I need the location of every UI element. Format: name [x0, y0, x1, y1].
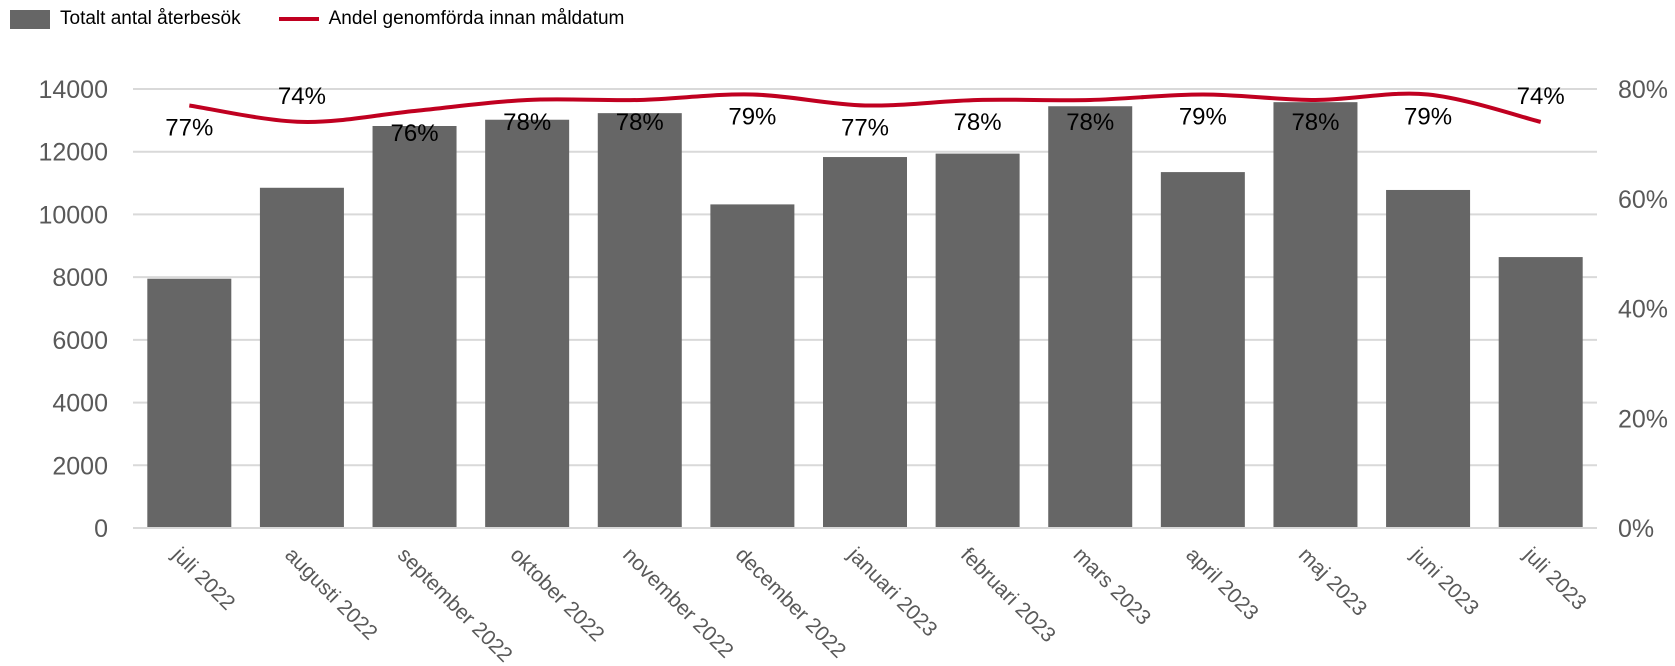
bar: [710, 204, 795, 528]
x-tick-label: juni 2023: [1406, 543, 1483, 620]
y-left-tick-label: 14000: [38, 76, 108, 104]
x-tick-label: april 2023: [1181, 543, 1262, 624]
x-tick-label: oktober 2022: [506, 543, 609, 646]
x-tick-label: mars 2023: [1069, 543, 1155, 629]
line-data-label: 78%: [1291, 109, 1339, 136]
y-right-tick-label: 60%: [1618, 186, 1668, 214]
line-series: [189, 91, 1542, 124]
x-tick-label: januari 2023: [843, 543, 942, 642]
bar: [147, 278, 232, 528]
bar: [1386, 189, 1471, 528]
y-left-tick-label: 0: [94, 515, 108, 543]
bar: [1273, 102, 1358, 529]
y-right-tick-label: 0%: [1618, 515, 1654, 543]
legend-item-bars: Totalt antal återbesök: [10, 8, 241, 30]
line-data-label: 77%: [165, 114, 213, 141]
line-data-label: 74%: [278, 83, 326, 110]
x-tick-label: december 2022: [731, 543, 850, 662]
bar: [259, 187, 344, 528]
bar: [1048, 106, 1133, 528]
legend-swatch-bars: [10, 9, 50, 29]
x-tick-label: februari 2023: [956, 543, 1060, 647]
x-tick-label: maj 2023: [1294, 543, 1371, 620]
y-left-tick-label: 4000: [52, 390, 108, 418]
line-data-label: 79%: [1179, 103, 1227, 130]
y-right-tick-label: 80%: [1618, 76, 1668, 104]
y-right-tick-label: 40%: [1618, 296, 1668, 324]
y-left-tick-label: 10000: [38, 201, 108, 229]
line-data-label: 76%: [391, 120, 439, 147]
bar: [1498, 257, 1583, 528]
legend-swatch-line: [278, 17, 319, 21]
bar: [935, 153, 1020, 529]
legend: Totalt antal återbesök Andel genomförda …: [10, 8, 662, 30]
y-left-tick-label: 12000: [38, 139, 108, 167]
bar: [597, 113, 682, 529]
line-data-label: 78%: [616, 109, 664, 136]
x-tick-label: november 2022: [618, 543, 737, 662]
y-left-tick-label: 8000: [52, 264, 108, 292]
bar: [823, 157, 907, 529]
bar: [1160, 172, 1245, 528]
legend-label-line: Andel genomförda innan måldatum: [328, 8, 625, 29]
y-left-tick-label: 6000: [52, 327, 108, 355]
line-data-label: 79%: [728, 103, 776, 130]
y-left-tick-label: 2000: [52, 452, 108, 480]
y-right-tick-label: 20%: [1618, 405, 1668, 433]
bar: [372, 126, 457, 528]
line-data-label: 78%: [954, 109, 1002, 136]
line-data-label: 78%: [503, 109, 551, 136]
line-data-label: 77%: [841, 114, 889, 141]
bar: [485, 119, 570, 528]
line-data-label: 78%: [1066, 109, 1114, 136]
line-data-label: 74%: [1517, 83, 1565, 110]
legend-label-bars: Totalt antal återbesök: [60, 8, 241, 29]
x-tick-label: augusti 2022: [280, 543, 381, 644]
line-data-label: 79%: [1404, 103, 1452, 130]
x-tick-label: juli 2023: [1518, 543, 1590, 615]
x-tick-label: september 2022: [393, 543, 517, 666]
legend-item-line: Andel genomförda innan måldatum: [278, 8, 625, 30]
x-tick-label: juli 2022: [167, 543, 239, 615]
